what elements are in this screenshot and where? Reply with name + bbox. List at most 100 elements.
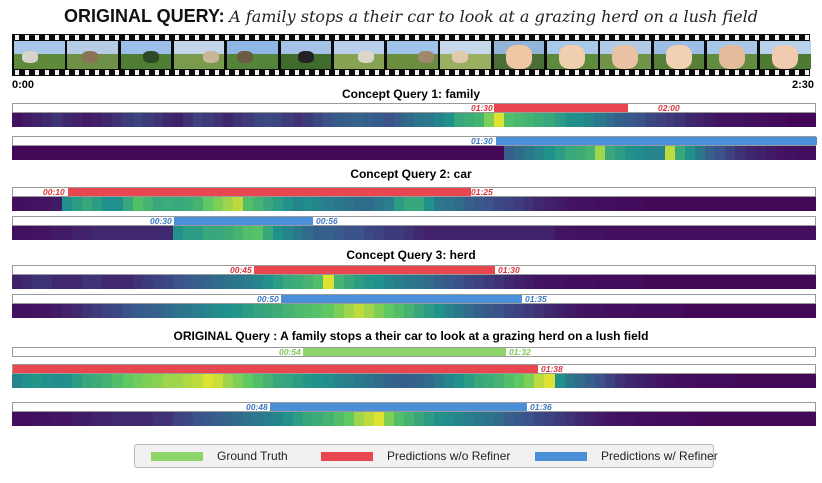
heatmap-cell	[574, 197, 585, 211]
concept-1-pred-track: 01:30 02:00	[12, 103, 816, 113]
heatmap-cell	[353, 304, 364, 318]
heatmap-cell	[634, 226, 645, 240]
heatmap-cell	[253, 374, 264, 388]
heatmap-cell	[152, 146, 163, 160]
heatmap-cell	[263, 412, 274, 426]
heatmap-cell	[102, 374, 113, 388]
heatmap-cell	[22, 275, 33, 289]
heatmap-cell	[192, 113, 203, 127]
heatmap-cell	[172, 412, 183, 426]
heatmap-cell	[162, 197, 173, 211]
heatmap-cell	[243, 304, 254, 318]
heatmap-cell	[42, 304, 53, 318]
heatmap-cell	[695, 226, 706, 240]
heatmap-cell	[705, 412, 716, 426]
concept-1-refined-heatmap	[12, 146, 816, 160]
concept-3-pred-start: 00:45	[230, 265, 252, 275]
heatmap-cell	[725, 226, 736, 240]
heatmap-cell	[544, 412, 555, 426]
heatmap-cell	[162, 304, 173, 318]
heatmap-cell	[233, 226, 244, 240]
heatmap-cell	[433, 113, 445, 127]
heatmap-cell	[192, 226, 203, 240]
heatmap-cell	[484, 412, 495, 426]
heatmap-cell	[574, 226, 585, 240]
heatmap-cell	[403, 374, 414, 388]
heatmap-cell	[494, 197, 505, 211]
heatmap-cell	[333, 197, 344, 211]
heatmap-cell	[82, 374, 93, 388]
heatmap-cell	[454, 412, 465, 426]
heatmap-cell	[474, 226, 485, 240]
heatmap-cell	[665, 113, 676, 127]
heatmap-cell	[494, 113, 505, 127]
original-pred-heatmap	[12, 374, 816, 388]
heatmap-cell	[253, 304, 264, 318]
heatmap-cell	[152, 197, 163, 211]
heatmap-cell	[604, 304, 615, 318]
legend-label-ground-truth: Ground Truth	[217, 449, 288, 463]
heatmap-cell	[22, 374, 33, 388]
heatmap-cell	[464, 374, 475, 388]
heatmap-cell	[755, 226, 766, 240]
heatmap-cell	[604, 226, 615, 240]
heatmap-cell	[464, 146, 475, 160]
heatmap-cell	[484, 113, 495, 127]
heatmap-cell	[373, 146, 384, 160]
heatmap-cell	[594, 412, 605, 426]
heatmap-cell	[685, 304, 696, 318]
heatmap-cell	[62, 304, 73, 318]
heatmap-cell	[785, 226, 796, 240]
heatmap-cell	[715, 197, 726, 211]
original-query-label: ORIGINAL QUERY:	[63, 6, 225, 26]
heatmap-cell	[705, 275, 716, 289]
heatmap-cell	[685, 412, 696, 426]
heatmap-cell	[383, 412, 394, 426]
heatmap-cell	[222, 374, 234, 388]
heatmap-cell	[534, 113, 545, 127]
heatmap-cell	[303, 146, 314, 160]
heatmap-cell	[303, 197, 314, 211]
heatmap-cell	[363, 226, 374, 240]
heatmap-cell	[584, 304, 595, 318]
heatmap-cell	[665, 197, 676, 211]
original-gt-track: 00:54 01:32	[12, 347, 816, 357]
heatmap-cell	[333, 304, 344, 318]
frame-subject	[142, 51, 159, 63]
heatmap-cell	[363, 412, 374, 426]
film-frame-thumbnail	[440, 41, 491, 69]
heatmap-cell	[644, 412, 655, 426]
heatmap-cell	[92, 374, 103, 388]
heatmap-cell	[182, 374, 193, 388]
heatmap-cell	[393, 113, 404, 127]
heatmap-cell	[735, 113, 746, 127]
heatmap-cell	[695, 374, 706, 388]
heatmap-cell	[343, 197, 354, 211]
heatmap-cell	[514, 146, 525, 160]
heatmap-cell	[32, 412, 43, 426]
heatmap-cell	[554, 275, 565, 289]
heatmap-cell	[72, 113, 83, 127]
heatmap-cell	[373, 304, 384, 318]
heatmap-cell	[454, 304, 465, 318]
heatmap-cell	[263, 197, 274, 211]
heatmap-cell	[745, 275, 756, 289]
heatmap-cell	[494, 304, 505, 318]
heatmap-cell	[634, 304, 645, 318]
heatmap-cell	[102, 146, 113, 160]
heatmap-cell	[42, 412, 53, 426]
heatmap-cell	[484, 275, 495, 289]
heatmap-cell	[584, 226, 595, 240]
concept-2-pred-heatmap	[12, 197, 816, 211]
heatmap-cell	[42, 226, 53, 240]
heatmap-cell	[655, 146, 666, 160]
heatmap-cell	[655, 113, 666, 127]
heatmap-cell	[82, 275, 93, 289]
heatmap-cell	[614, 275, 625, 289]
heatmap-cell	[112, 146, 123, 160]
heatmap-cell	[222, 226, 234, 240]
heatmap-cell	[574, 412, 585, 426]
heatmap-cell	[534, 146, 545, 160]
heatmap-cell	[514, 412, 525, 426]
heatmap-cell	[222, 412, 234, 426]
